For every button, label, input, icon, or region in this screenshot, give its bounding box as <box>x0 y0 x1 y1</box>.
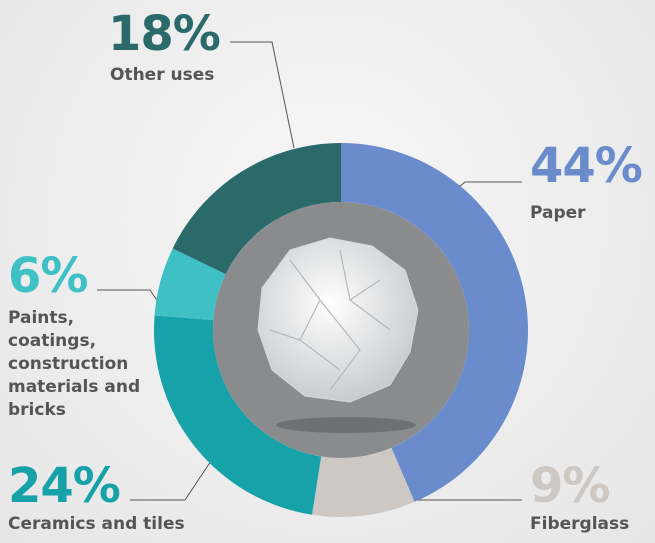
donut-segment <box>341 143 528 502</box>
value-label: 18% <box>108 6 221 62</box>
donut-segment <box>154 315 322 515</box>
category-label: Ceramics and tiles <box>8 514 185 534</box>
donut-segment <box>172 143 341 275</box>
category-label: Paints, coatings, construction materials… <box>8 308 141 420</box>
value-label: 24% <box>8 458 121 514</box>
category-label: Paper <box>530 203 586 223</box>
shadow <box>276 417 416 433</box>
leader-line <box>230 41 295 149</box>
value-label: 9% <box>530 458 610 514</box>
donut-segment <box>312 447 415 517</box>
value-label: 44% <box>530 138 643 194</box>
crease <box>269 249 391 391</box>
category-label: Other uses <box>110 65 215 85</box>
leader-line <box>130 454 216 501</box>
crumpled-paper <box>257 237 419 403</box>
leader-line <box>97 289 161 306</box>
category-label: Fiberglass <box>530 514 630 534</box>
leader-line <box>457 181 522 189</box>
leader-lines <box>97 41 522 501</box>
donut-segment <box>154 248 226 321</box>
value-label: 6% <box>8 248 88 304</box>
